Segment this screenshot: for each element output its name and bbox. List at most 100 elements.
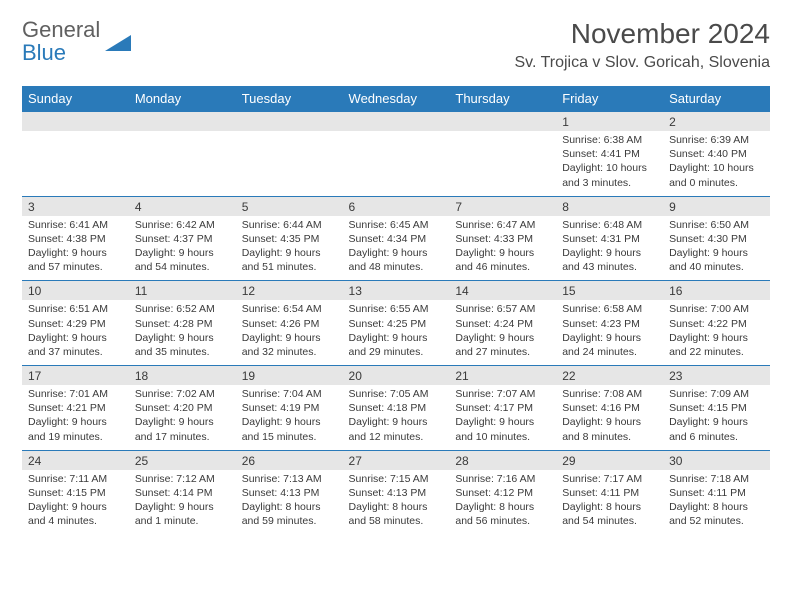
sunrise-text: Sunrise: 7:09 AM bbox=[669, 387, 764, 401]
day-header: Wednesday bbox=[343, 86, 450, 112]
week-detail-row: Sunrise: 6:41 AMSunset: 4:38 PMDaylight:… bbox=[22, 216, 770, 281]
sunset-text: Sunset: 4:29 PM bbox=[28, 317, 123, 331]
day-number: 13 bbox=[349, 284, 362, 298]
day-number-cell: 2 bbox=[663, 112, 770, 132]
day-number-cell: 22 bbox=[556, 366, 663, 386]
day-detail-cell: Sunrise: 6:54 AMSunset: 4:26 PMDaylight:… bbox=[236, 300, 343, 365]
day-number-cell bbox=[236, 112, 343, 132]
sunset-text: Sunset: 4:28 PM bbox=[135, 317, 230, 331]
day-number: 23 bbox=[669, 369, 682, 383]
day-detail-cell: Sunrise: 7:04 AMSunset: 4:19 PMDaylight:… bbox=[236, 385, 343, 450]
day-detail-cell: Sunrise: 7:13 AMSunset: 4:13 PMDaylight:… bbox=[236, 470, 343, 535]
day-detail-cell: Sunrise: 6:55 AMSunset: 4:25 PMDaylight:… bbox=[343, 300, 450, 365]
day-detail-cell bbox=[449, 131, 556, 196]
daylight-text: Daylight: 9 hours and 8 minutes. bbox=[562, 415, 657, 443]
sunrise-text: Sunrise: 7:13 AM bbox=[242, 472, 337, 486]
title-block: November 2024 Sv. Trojica v Slov. Gorica… bbox=[514, 18, 770, 72]
daylight-text: Daylight: 9 hours and 12 minutes. bbox=[349, 415, 444, 443]
daylight-text: Daylight: 9 hours and 37 minutes. bbox=[28, 331, 123, 359]
day-detail-cell: Sunrise: 7:01 AMSunset: 4:21 PMDaylight:… bbox=[22, 385, 129, 450]
day-number-cell: 1 bbox=[556, 112, 663, 132]
daylight-text: Daylight: 9 hours and 54 minutes. bbox=[135, 246, 230, 274]
sunset-text: Sunset: 4:19 PM bbox=[242, 401, 337, 415]
day-number-cell bbox=[129, 112, 236, 132]
day-detail-cell: Sunrise: 6:48 AMSunset: 4:31 PMDaylight:… bbox=[556, 216, 663, 281]
daylight-text: Daylight: 9 hours and 27 minutes. bbox=[455, 331, 550, 359]
day-detail-cell: Sunrise: 6:42 AMSunset: 4:37 PMDaylight:… bbox=[129, 216, 236, 281]
day-number: 21 bbox=[455, 369, 468, 383]
day-number-cell: 23 bbox=[663, 366, 770, 386]
day-number-cell: 29 bbox=[556, 450, 663, 470]
day-detail-cell: Sunrise: 7:17 AMSunset: 4:11 PMDaylight:… bbox=[556, 470, 663, 535]
logo-triangle-icon bbox=[105, 29, 131, 56]
day-number-cell: 26 bbox=[236, 450, 343, 470]
day-detail-cell bbox=[236, 131, 343, 196]
sunrise-text: Sunrise: 6:52 AM bbox=[135, 302, 230, 316]
sunrise-text: Sunrise: 7:05 AM bbox=[349, 387, 444, 401]
day-detail-cell bbox=[343, 131, 450, 196]
day-number-cell bbox=[22, 112, 129, 132]
daylight-text: Daylight: 9 hours and 35 minutes. bbox=[135, 331, 230, 359]
day-number-cell: 10 bbox=[22, 281, 129, 301]
week-number-row: 17 1819 20 21 22 23 bbox=[22, 366, 770, 386]
day-header: Sunday bbox=[22, 86, 129, 112]
day-number: 20 bbox=[349, 369, 362, 383]
day-number-cell: 28 bbox=[449, 450, 556, 470]
daylight-text: Daylight: 9 hours and 4 minutes. bbox=[28, 500, 123, 528]
sunset-text: Sunset: 4:21 PM bbox=[28, 401, 123, 415]
page-header: General Blue November 2024 Sv. Trojica v… bbox=[22, 18, 770, 72]
day-number-cell: 21 bbox=[449, 366, 556, 386]
sunrise-text: Sunrise: 7:04 AM bbox=[242, 387, 337, 401]
day-number: 12 bbox=[242, 284, 255, 298]
day-number: 16 bbox=[669, 284, 682, 298]
location-text: Sv. Trojica v Slov. Goricah, Slovenia bbox=[514, 54, 770, 72]
sunrise-text: Sunrise: 6:44 AM bbox=[242, 218, 337, 232]
day-number-cell: 18 bbox=[129, 366, 236, 386]
day-number: 27 bbox=[349, 454, 362, 468]
sunset-text: Sunset: 4:38 PM bbox=[28, 232, 123, 246]
sunset-text: Sunset: 4:37 PM bbox=[135, 232, 230, 246]
week-detail-row: Sunrise: 7:01 AMSunset: 4:21 PMDaylight:… bbox=[22, 385, 770, 450]
sunset-text: Sunset: 4:22 PM bbox=[669, 317, 764, 331]
day-number-cell: 13 bbox=[343, 281, 450, 301]
sunset-text: Sunset: 4:24 PM bbox=[455, 317, 550, 331]
week-number-row: 10111213141516 bbox=[22, 281, 770, 301]
day-header: Thursday bbox=[449, 86, 556, 112]
day-detail-cell: Sunrise: 6:38 AMSunset: 4:41 PMDaylight:… bbox=[556, 131, 663, 196]
day-number: 2 bbox=[669, 115, 676, 129]
day-number-cell: 4 bbox=[129, 196, 236, 216]
sunrise-text: Sunrise: 7:11 AM bbox=[28, 472, 123, 486]
sunset-text: Sunset: 4:26 PM bbox=[242, 317, 337, 331]
day-number-cell: 15 bbox=[556, 281, 663, 301]
daylight-text: Daylight: 8 hours and 58 minutes. bbox=[349, 500, 444, 528]
sunrise-text: Sunrise: 6:39 AM bbox=[669, 133, 764, 147]
sunset-text: Sunset: 4:33 PM bbox=[455, 232, 550, 246]
day-number-cell: 11 bbox=[129, 281, 236, 301]
day-number-cell: 19 bbox=[236, 366, 343, 386]
day-detail-cell: Sunrise: 7:08 AMSunset: 4:16 PMDaylight:… bbox=[556, 385, 663, 450]
day-number: 1 bbox=[562, 115, 569, 129]
daylight-text: Daylight: 8 hours and 54 minutes. bbox=[562, 500, 657, 528]
daylight-text: Daylight: 9 hours and 29 minutes. bbox=[349, 331, 444, 359]
day-detail-cell: Sunrise: 6:47 AMSunset: 4:33 PMDaylight:… bbox=[449, 216, 556, 281]
daylight-text: Daylight: 9 hours and 24 minutes. bbox=[562, 331, 657, 359]
day-header: Saturday bbox=[663, 86, 770, 112]
day-number: 28 bbox=[455, 454, 468, 468]
sunrise-text: Sunrise: 7:07 AM bbox=[455, 387, 550, 401]
sunrise-text: Sunrise: 7:15 AM bbox=[349, 472, 444, 486]
sunrise-text: Sunrise: 6:50 AM bbox=[669, 218, 764, 232]
day-detail-cell: Sunrise: 7:12 AMSunset: 4:14 PMDaylight:… bbox=[129, 470, 236, 535]
sunrise-text: Sunrise: 6:48 AM bbox=[562, 218, 657, 232]
day-detail-cell: Sunrise: 6:50 AMSunset: 4:30 PMDaylight:… bbox=[663, 216, 770, 281]
sunset-text: Sunset: 4:40 PM bbox=[669, 147, 764, 161]
calendar-table: Sunday Monday Tuesday Wednesday Thursday… bbox=[22, 86, 770, 534]
day-detail-cell: Sunrise: 6:58 AMSunset: 4:23 PMDaylight:… bbox=[556, 300, 663, 365]
day-number-cell: 14 bbox=[449, 281, 556, 301]
day-number: 17 bbox=[28, 369, 41, 383]
sunrise-text: Sunrise: 6:38 AM bbox=[562, 133, 657, 147]
daylight-text: Daylight: 9 hours and 22 minutes. bbox=[669, 331, 764, 359]
daylight-text: Daylight: 9 hours and 51 minutes. bbox=[242, 246, 337, 274]
logo-text-bottom: Blue bbox=[22, 41, 100, 64]
sunrise-text: Sunrise: 7:00 AM bbox=[669, 302, 764, 316]
day-number-cell bbox=[449, 112, 556, 132]
